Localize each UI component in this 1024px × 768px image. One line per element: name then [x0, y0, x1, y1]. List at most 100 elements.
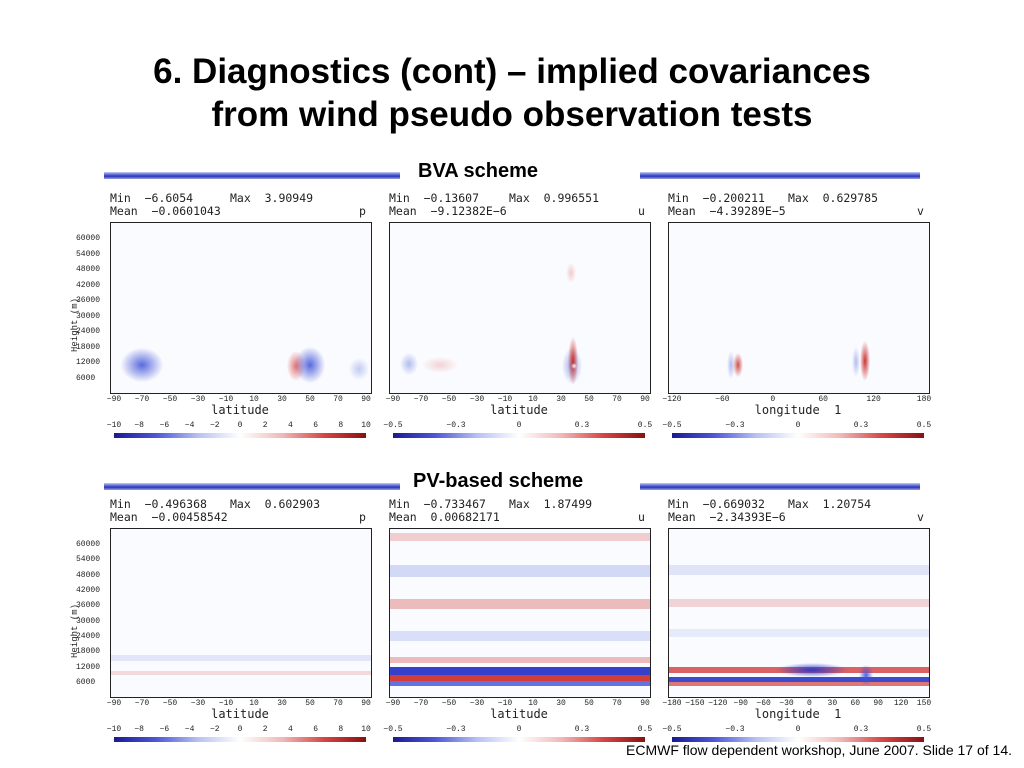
- x-tick-label: −90: [385, 699, 401, 708]
- field-plot: [389, 222, 651, 394]
- x-tick-label: 30: [556, 395, 566, 404]
- field-feature: [422, 357, 458, 373]
- field-band: [111, 655, 371, 661]
- x-tick-label: 10: [528, 699, 538, 708]
- y-tick-label: 12000: [76, 662, 101, 672]
- stat-min: Min −0.733467: [389, 497, 486, 511]
- x-tick-label: 180: [916, 395, 932, 404]
- variable-name: u: [638, 204, 645, 218]
- colorbar-tick-label: 2: [262, 421, 268, 430]
- field-feature: [349, 358, 369, 380]
- x-tick-label: 50: [584, 699, 594, 708]
- colorbar-tick-label: 10: [361, 421, 371, 430]
- y-tick-label: 18000: [76, 647, 101, 657]
- colorbar-tick-label: 6: [313, 421, 318, 430]
- y-tick-label: 48000: [76, 570, 101, 580]
- colorbar-tick-label: −0.5: [383, 725, 403, 734]
- x-tick-label: 0: [770, 395, 776, 404]
- colorbar-tick-label: 0: [795, 725, 801, 734]
- field-band: [390, 565, 650, 577]
- stat-max: Max 1.20754: [788, 497, 872, 511]
- x-tick-label: 50: [305, 699, 315, 708]
- x-tick-label: −30: [779, 699, 794, 708]
- colorbar: [672, 737, 924, 742]
- variable-name: p: [359, 204, 366, 218]
- colorbar: [672, 433, 924, 438]
- colorbar: [114, 433, 366, 438]
- x-tick-label: −120: [708, 699, 728, 708]
- field-plot: [668, 528, 930, 698]
- x-tick-label: −10: [218, 699, 234, 708]
- y-tick-label: 30000: [76, 616, 101, 626]
- x-tick-label: 70: [333, 699, 343, 708]
- variable-name: v: [917, 510, 924, 524]
- x-tick-label: −60: [715, 395, 730, 404]
- y-tick-label: 24000: [76, 327, 101, 337]
- x-tick-label: 70: [612, 699, 622, 708]
- section-rule-left: [104, 172, 400, 179]
- colorbar-tick-label: −0.5: [662, 421, 682, 430]
- stat-mean: Mean −0.0601043: [110, 204, 221, 218]
- field-band: [390, 657, 650, 663]
- variable-name: v: [917, 204, 924, 218]
- colorbar-tick-label: 0: [237, 421, 243, 430]
- section-rule-right: [640, 483, 920, 490]
- stat-min: Min −0.13607: [389, 191, 480, 205]
- x-tick-label: 90: [640, 699, 650, 708]
- colorbar-tick-label: 0.3: [853, 421, 869, 430]
- x-tick-label: 30: [277, 395, 287, 404]
- variable-name: p: [359, 510, 366, 524]
- x-tick-label: −90: [106, 395, 122, 404]
- field-band: [390, 675, 650, 681]
- field-band: [390, 667, 650, 675]
- field-band: [669, 682, 929, 686]
- stat-max: Max 0.602903: [230, 497, 321, 511]
- x-axis-label: latitude: [490, 403, 548, 417]
- field-plot: [110, 528, 372, 698]
- x-tick-label: −10: [497, 395, 513, 404]
- x-tick-label: −30: [190, 395, 206, 404]
- stat-max: Max 1.87499: [509, 497, 593, 511]
- colorbar-tick-label: −0.3: [446, 725, 466, 734]
- colorbar-tick-label: 4: [287, 421, 293, 430]
- field-feature: [400, 353, 418, 375]
- variable-name: u: [638, 510, 645, 524]
- x-tick-label: −10: [218, 395, 234, 404]
- x-tick-label: 10: [528, 395, 538, 404]
- x-axis-label: latitude: [490, 707, 548, 721]
- x-tick-label: 90: [361, 395, 371, 404]
- colorbar-tick-label: −8: [134, 725, 144, 734]
- y-tick-label: 18000: [76, 342, 101, 352]
- field-band: [669, 599, 929, 607]
- colorbar-tick-label: −0.3: [725, 725, 745, 734]
- colorbar-tick-label: 4: [287, 725, 293, 734]
- colorbar-tick-label: −0.3: [725, 421, 745, 430]
- x-axis-label: longitude 1: [754, 403, 842, 417]
- x-tick-label: −70: [413, 699, 429, 708]
- x-tick-label: −30: [469, 699, 485, 708]
- colorbar-tick-label: −4: [184, 725, 195, 734]
- x-tick-label: 30: [277, 699, 287, 708]
- y-axis-label: Height (m): [70, 603, 80, 658]
- field-feature: [727, 351, 735, 379]
- colorbar-tick-label: 0.5: [637, 725, 653, 734]
- stat-min: Min −0.669032: [668, 497, 765, 511]
- stat-max: Max 0.629785: [788, 191, 879, 205]
- x-tick-label: −50: [441, 395, 457, 404]
- section-rule-right: [640, 172, 920, 179]
- x-tick-label: 70: [612, 395, 622, 404]
- x-axis-label: longitude 1: [754, 707, 842, 721]
- x-axis-label: latitude: [211, 403, 269, 417]
- colorbar-tick-label: −2: [209, 725, 220, 734]
- y-tick-label: 6000: [76, 678, 96, 687]
- colorbar-tick-label: 0: [516, 725, 522, 734]
- x-tick-label: −180: [662, 699, 682, 708]
- y-tick-label: 24000: [76, 632, 101, 641]
- x-tick-label: −90: [733, 699, 748, 708]
- y-tick-label: 12000: [76, 358, 101, 368]
- x-tick-label: −150: [685, 699, 705, 708]
- x-tick-label: 10: [249, 699, 259, 708]
- x-tick-label: 10: [249, 395, 259, 404]
- x-tick-label: 60: [850, 699, 861, 708]
- y-tick-label: 42000: [76, 280, 101, 290]
